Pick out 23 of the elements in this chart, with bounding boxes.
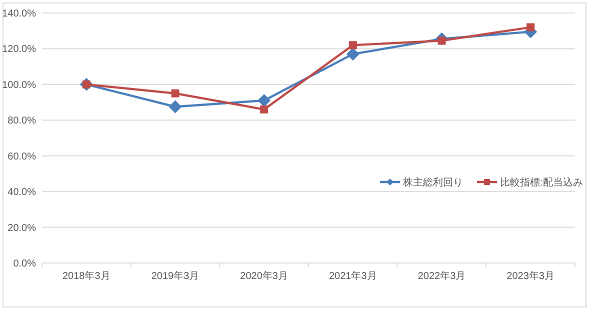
x-tick-label: 2018年3月 xyxy=(62,270,110,282)
y-tick-label: 100.0% xyxy=(2,80,36,91)
x-tick-label: 2019年3月 xyxy=(151,270,200,282)
point xyxy=(348,41,357,50)
x-tick-label: 2020年3月 xyxy=(240,270,288,282)
y-tick-label: 140.0% xyxy=(2,8,36,20)
y-tick-label: 20.0% xyxy=(8,222,36,234)
point xyxy=(346,48,360,61)
y-tick-label: 80.0% xyxy=(8,116,36,127)
legend-label: 株主総利回り xyxy=(402,176,463,188)
x-tick-label: 2023年3月 xyxy=(506,270,554,282)
point xyxy=(171,89,180,98)
point xyxy=(260,105,268,114)
x-tick-label: 2022年3月 xyxy=(418,270,466,282)
y-tick-label: 40.0% xyxy=(8,187,36,198)
y-tick-label: 0.0% xyxy=(13,258,36,270)
legend-label: 比較指標:配当込み xyxy=(500,176,583,188)
point xyxy=(258,94,271,107)
y-tick-label: 120.0% xyxy=(2,44,36,56)
point xyxy=(526,23,535,32)
y-tick-label: 60.0% xyxy=(8,151,36,162)
point xyxy=(168,100,182,114)
x-tick-label: 2021年3月 xyxy=(329,270,377,282)
